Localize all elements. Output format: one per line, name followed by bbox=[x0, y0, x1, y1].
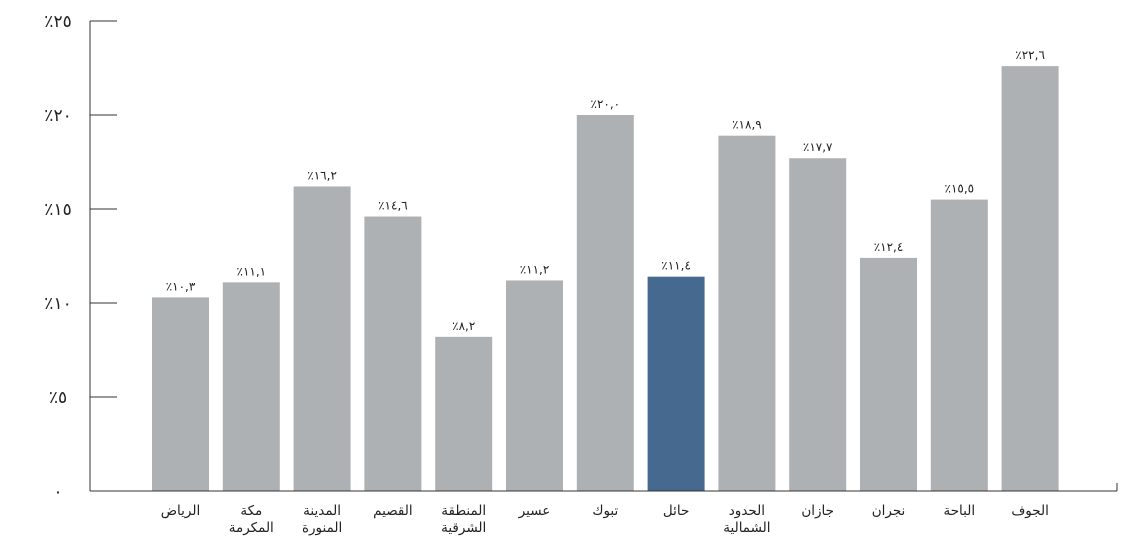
data-label: ٪١٤,٦ bbox=[378, 199, 408, 213]
bar bbox=[293, 186, 351, 491]
category-label: حائل bbox=[663, 503, 689, 519]
category-label: مكة bbox=[240, 503, 262, 519]
category-label: المكرمة bbox=[229, 520, 274, 536]
bar bbox=[506, 280, 563, 491]
y-tick-label: ٪١٠ bbox=[44, 294, 71, 314]
y-tick-label: ٪٢٠ bbox=[44, 106, 71, 126]
bar bbox=[222, 282, 280, 491]
y-tick-label: ٪٢٥ bbox=[44, 12, 71, 32]
category-label: الشمالية bbox=[723, 520, 770, 536]
bar bbox=[152, 297, 209, 491]
bar bbox=[364, 216, 422, 491]
data-label: ٪١٨,٩ bbox=[732, 118, 762, 132]
category-label: الحدود bbox=[729, 503, 765, 519]
category-label: تبوك bbox=[592, 503, 618, 519]
bar bbox=[435, 336, 493, 491]
category-label: عسير bbox=[518, 503, 551, 519]
category-label: المدينة bbox=[303, 503, 341, 519]
y-tick-label: ٠ bbox=[53, 482, 62, 502]
category-label: الجوف bbox=[1011, 503, 1049, 519]
y-tick-label: ٪١٥ bbox=[44, 200, 71, 220]
data-label: ٪٢٢,٦ bbox=[1015, 48, 1045, 62]
bar bbox=[576, 115, 634, 491]
data-label: ٪٨,٢ bbox=[452, 319, 475, 333]
category-label: جازان bbox=[801, 503, 834, 519]
category-label: القصيم bbox=[373, 503, 412, 519]
bar bbox=[930, 199, 988, 491]
bar bbox=[718, 135, 776, 491]
data-label: ٪١٠,٣ bbox=[166, 279, 196, 293]
category-label: الرياض bbox=[161, 503, 201, 519]
data-label: ٪١١,٢ bbox=[520, 262, 550, 276]
data-labels: ٪١٠,٣ ٪١١,١ ٪١٦,٢ ٪١٤,٦ ٪٨,٢ ٪١١,٢ ٪٢٠,٠ ٪١١,٤ ٪… bbox=[166, 48, 1045, 333]
category-label: نجران bbox=[872, 503, 906, 519]
bar bbox=[860, 257, 917, 491]
category-label: الشرقية bbox=[441, 520, 486, 536]
y-tick-label: ٪٥ bbox=[49, 388, 67, 408]
bar bbox=[789, 158, 847, 492]
data-label: ٪٢٠,٠ bbox=[590, 97, 620, 111]
data-label: ٪١٢,٤ bbox=[874, 240, 904, 254]
bars bbox=[152, 66, 1059, 492]
category-label: الباحة bbox=[943, 503, 975, 519]
data-label: ٪١٦,٢ bbox=[307, 168, 337, 182]
category-label: المنطقة bbox=[441, 503, 486, 519]
y-axis: ٠ ٪٥ ٪١٠ ٪١٥ ٪٢٠ ٪٢٥ bbox=[44, 12, 117, 502]
bar bbox=[1001, 66, 1059, 492]
data-label: ٪١٧,٧ bbox=[803, 140, 833, 154]
data-label: ٪١١,٤ bbox=[661, 259, 691, 273]
data-label: ٪١١,١ bbox=[236, 264, 266, 278]
data-label: ٪١٥,٥ bbox=[944, 182, 974, 196]
category-label: المنورة bbox=[302, 520, 342, 536]
bar bbox=[647, 276, 705, 491]
